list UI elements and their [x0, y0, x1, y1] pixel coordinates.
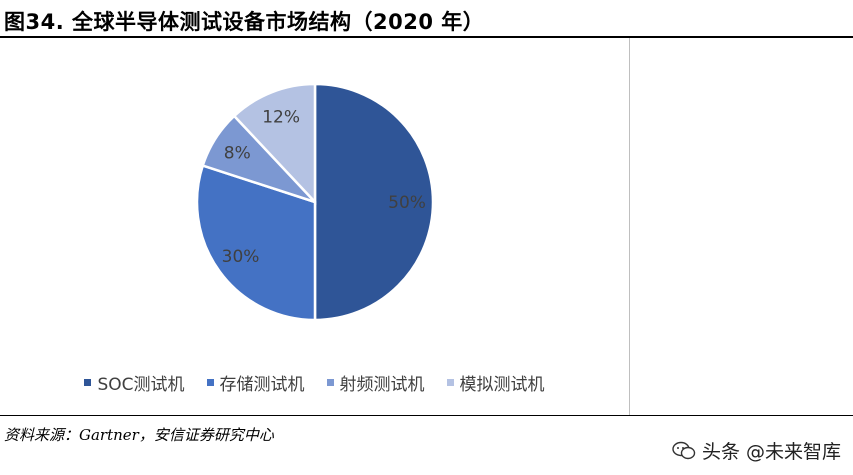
top-rule [0, 36, 853, 38]
watermark: 头条 @未来智库 [672, 437, 841, 464]
figure-title: 图34. 全球半导体测试设备市场结构（2020 年） [4, 10, 485, 34]
pie-slice [313, 82, 435, 322]
legend-swatch [446, 379, 454, 386]
legend-label: 模拟测试机 [459, 375, 545, 395]
watermark-text: 头条 @未来智库 [701, 441, 841, 463]
legend-swatch [84, 379, 92, 386]
legend-item: SOC测试机 [84, 370, 185, 395]
legend-item: 射频测试机 [326, 370, 425, 395]
chart-legend: SOC测试机 存储测试机 射频测试机 模拟测试机 [0, 370, 629, 395]
legend-item: 模拟测试机 [446, 370, 545, 395]
legend-label: 射频测试机 [339, 375, 425, 395]
bottom-rule [0, 415, 853, 416]
chat-bubble-icon [672, 441, 696, 459]
legend-swatch [326, 379, 334, 386]
pie-slices [195, 82, 435, 322]
source-note: 资料来源：Gartner，安信证券研究中心 [4, 426, 274, 444]
pie-slice [195, 163, 317, 322]
slice-label: 30% [222, 247, 260, 267]
slice-label: 8% [224, 144, 251, 164]
slice-label: 12% [262, 107, 300, 127]
pie-chart: 50% 30% 8% 12% [195, 82, 435, 322]
legend-label: 存储测试机 [219, 375, 305, 395]
legend-label: SOC测试机 [97, 375, 185, 395]
legend-item: 存储测试机 [206, 370, 305, 395]
legend-swatch [206, 379, 214, 386]
panel-divider [629, 38, 630, 415]
slice-labels: 50% 30% 8% 12% [222, 107, 426, 267]
pie-slice [232, 82, 317, 206]
slice-label: 50% [388, 193, 426, 213]
